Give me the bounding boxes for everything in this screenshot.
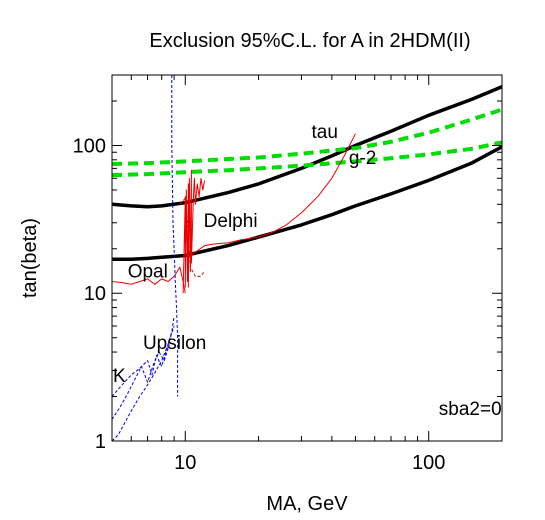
series-red-delphi <box>191 133 356 256</box>
tick-labels: 10 100 1 10 100 <box>73 135 446 474</box>
series-red-opal <box>112 266 186 294</box>
annotation-g-2: g-2 <box>349 148 376 169</box>
series-red-dashed-frag <box>179 197 205 277</box>
series-blue-k3 <box>112 316 175 397</box>
annotation-upsilon: Upsilon <box>143 333 206 354</box>
x-tick-label: 10 <box>174 452 196 474</box>
series-red-spikes <box>182 169 206 294</box>
annotation-k: K <box>113 366 126 387</box>
x-tick-label: 100 <box>412 452 445 474</box>
series-layer <box>112 75 502 441</box>
series-green-upper <box>112 107 502 166</box>
series-black-lower <box>112 145 502 261</box>
series-blue-k2 <box>112 344 170 420</box>
series-green-lower <box>112 140 502 178</box>
plot-frame <box>111 74 503 442</box>
annotation-delphi: Delphi <box>204 211 258 232</box>
annotation-tau: tau <box>312 122 338 143</box>
series-black-upper <box>112 85 502 209</box>
x-axis-label: MA, GeV <box>266 493 348 515</box>
chart-title: Exclusion 95%C.L. for A in 2HDM(II) <box>149 30 470 52</box>
y-tick-label: 100 <box>73 135 106 157</box>
annotation-sba2-0: sba2=0 <box>439 399 502 420</box>
y-tick-label: 1 <box>95 431 106 453</box>
series-blue-upsilon <box>171 75 179 397</box>
annotation-opal: Opal <box>128 261 168 282</box>
y-axis-label: tan(beta) <box>19 218 41 298</box>
y-tick-label: 10 <box>84 283 106 305</box>
